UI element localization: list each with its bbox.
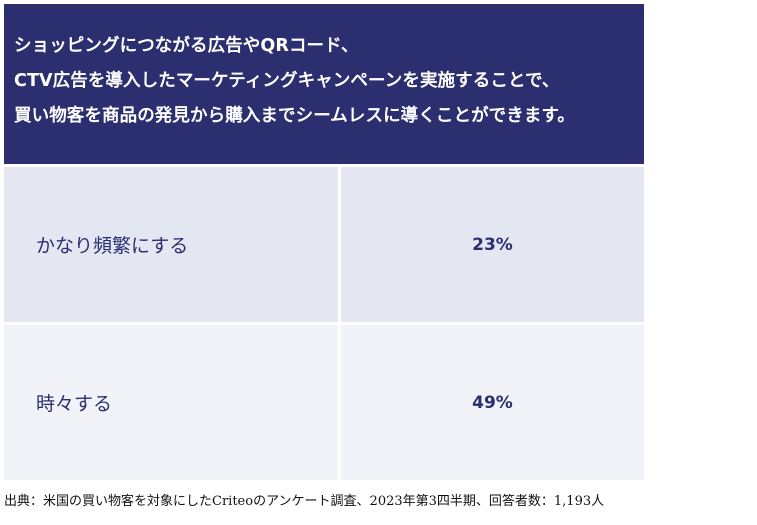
table-header: ショッピングにつながる広告やQRコード、 CTV広告を導入したマーケティングキャ… [4,4,644,164]
table-row: 時々する 49% [4,325,644,480]
row-value-sometimes: 49% [472,392,513,413]
survey-table: ショッピングにつながる広告やQRコード、 CTV広告を導入したマーケティングキャ… [4,4,644,480]
row-label-sometimes: 時々する [4,325,341,480]
header-line-3: 買い物客を商品の発見から購入までシームレスに導くことができます。 [14,106,575,126]
row-divider [4,322,644,325]
table-row: かなり頻繁にする 23% [4,167,644,322]
row-divider [4,164,644,167]
row-value-frequent: 23% [472,234,513,255]
row-label-frequent: かなり頻繁にする [4,167,341,322]
header-line-2: CTV広告を導入したマーケティングキャンペーンを実施することで、 [14,71,560,91]
source-note: 出典：米国の買い物客を対象にしたCriteoのアンケート調査、2023年第3四半… [4,494,605,509]
header-line-1: ショッピングにつながる広告やQRコード、 [14,36,359,56]
